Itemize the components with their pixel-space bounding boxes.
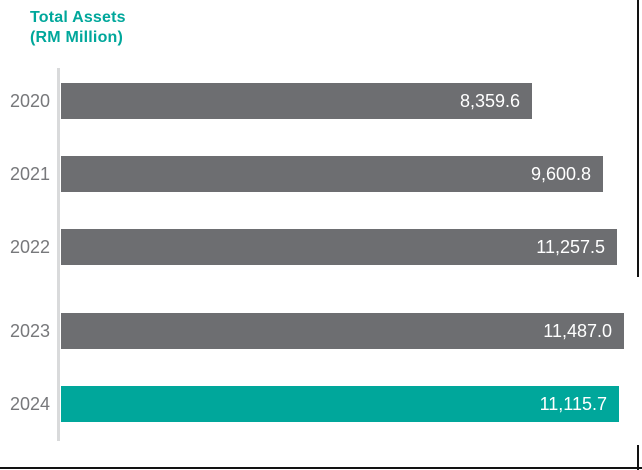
y-axis-line: [57, 68, 60, 441]
value-label: 11,257.5: [536, 237, 605, 257]
bar-row: 2021 9,600.8: [0, 156, 642, 192]
year-label: 2024: [9, 394, 50, 414]
bar-row: 2022 11,257.5: [0, 229, 642, 265]
bar: 9,600.8: [61, 156, 603, 192]
chart-title: Total Assets (RM Million): [30, 8, 126, 48]
year-label: 2021: [9, 164, 50, 184]
year-label: 2022: [9, 237, 50, 257]
bar: 11,115.7: [61, 386, 619, 422]
bar: 11,487.0: [61, 313, 624, 349]
page-border-right-top: [637, 0, 639, 277]
chart-title-line1: Total Assets: [30, 9, 126, 26]
value-label: 11,487.0: [543, 321, 612, 341]
page-border-right-bottom: [637, 445, 639, 470]
year-label: 2023: [9, 321, 50, 341]
value-label: 11,115.7: [539, 394, 607, 414]
page-border-bottom: [0, 467, 642, 469]
bar: 11,257.5: [61, 229, 617, 265]
chart-title-line2: (RM Million): [30, 29, 124, 46]
year-label: 2020: [9, 91, 50, 111]
bar-row: 2024 11,115.7: [0, 386, 642, 422]
bar: 8,359.6: [61, 83, 532, 119]
bar-row: 2020 8,359.6: [0, 83, 642, 119]
value-label: 9,600.8: [530, 164, 591, 184]
value-label: 8,359.6: [459, 91, 520, 111]
bar-row: 2023 11,487.0: [0, 313, 642, 349]
